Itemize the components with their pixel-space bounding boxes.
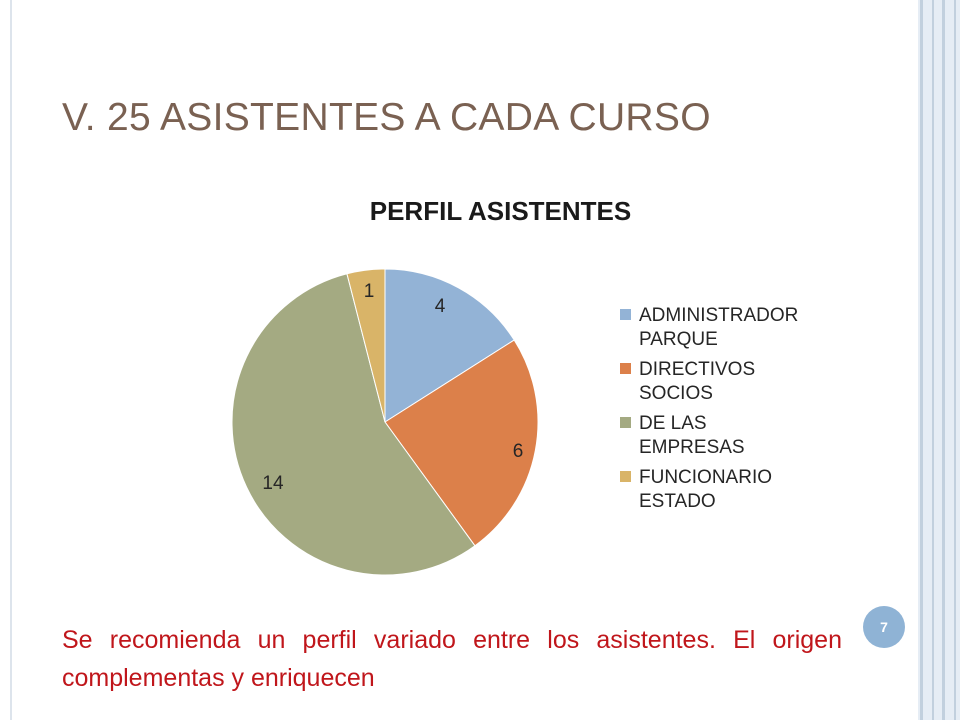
legend-item: FUNCIONARIO ESTADO bbox=[620, 466, 850, 514]
data-label-4: 1 bbox=[364, 281, 375, 302]
legend-swatch bbox=[620, 363, 631, 374]
legend-swatch bbox=[620, 471, 631, 482]
legend-label: DIRECTIVOS SOCIOS bbox=[639, 358, 849, 406]
legend-label-line: ADMINISTRADOR bbox=[639, 305, 799, 326]
data-label-3: 14 bbox=[262, 473, 284, 494]
chart-legend: ADMINISTRADOR PARQUE DIRECTIVOS SOCIOS DE LA… bbox=[620, 304, 850, 520]
page-number-badge: 7 bbox=[863, 606, 905, 648]
recommendation-note: Se recomienda un perfil variado entre lo… bbox=[62, 626, 842, 692]
left-frame-rule bbox=[10, 0, 12, 720]
legend-item: DE LAS EMPRESAS bbox=[620, 412, 850, 460]
legend-item: DIRECTIVOS SOCIOS bbox=[620, 358, 850, 406]
legend-label: DE LAS EMPRESAS bbox=[639, 412, 849, 460]
pie-slice-1 bbox=[384, 268, 515, 423]
pie-slice-2 bbox=[384, 339, 539, 547]
legend-label-line: EMPRESAS bbox=[639, 437, 745, 458]
frame-line bbox=[920, 0, 923, 720]
legend-label-line: FUNCIONARIO bbox=[639, 467, 772, 488]
data-label-2: 6 bbox=[513, 441, 524, 462]
legend-label-line: DE LAS bbox=[639, 413, 707, 434]
legend-label: FUNCIONARIO ESTADO bbox=[639, 466, 849, 514]
legend-swatch bbox=[620, 417, 631, 428]
frame-line bbox=[954, 0, 956, 720]
chart-title: PERFIL ASISTENTES bbox=[369, 196, 632, 226]
frame-line bbox=[932, 0, 934, 720]
frame-line bbox=[942, 0, 945, 720]
pie-slice-4 bbox=[346, 268, 386, 423]
legend-item: ADMINISTRADOR PARQUE bbox=[620, 304, 850, 352]
legend-label: ADMINISTRADOR PARQUE bbox=[639, 304, 849, 352]
slide-title: V. 25 ASISTENTES A CADA CURSO bbox=[62, 96, 711, 139]
legend-label-line: SOCIOS bbox=[639, 383, 713, 404]
pie-slice-3 bbox=[231, 273, 476, 576]
legend-label-line: PARQUE bbox=[639, 329, 718, 350]
right-frame-band bbox=[918, 0, 960, 720]
data-label-1: 4 bbox=[435, 296, 446, 317]
legend-label-line: ESTADO bbox=[639, 491, 716, 512]
legend-swatch bbox=[620, 309, 631, 320]
legend-label-line: DIRECTIVOS bbox=[639, 359, 756, 380]
